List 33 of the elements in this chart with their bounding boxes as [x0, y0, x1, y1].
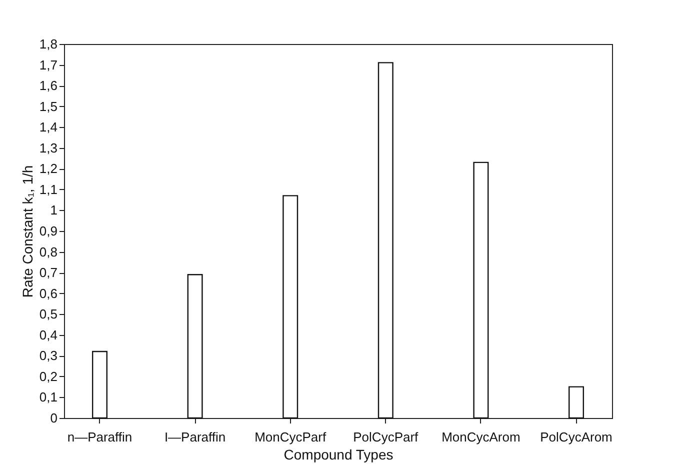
y-tick-label: 1,1 — [39, 182, 58, 197]
y-tick-label: 0,8 — [39, 244, 58, 260]
bar — [473, 162, 489, 419]
y-tick-label: 0 — [50, 410, 58, 426]
y-tick-label: 0,9 — [39, 224, 58, 238]
x-tick-label: n—Paraffin — [67, 430, 132, 444]
y-tick-label: 0,1 — [39, 390, 58, 405]
y-tick-label: 0,2 — [39, 368, 58, 384]
x-tick-label: PolCycParf — [353, 430, 419, 444]
y-tick-label: 0,7 — [39, 265, 58, 280]
bar — [282, 195, 298, 419]
y-tick-label: 0,6 — [39, 286, 58, 301]
y-tick-label: 0,4 — [39, 327, 58, 342]
x-tick-label: MonCycParf — [254, 430, 326, 444]
bar — [378, 62, 394, 419]
y-tick-label: 1,2 — [39, 161, 58, 176]
y-tick-label: 1,3 — [39, 140, 58, 156]
bar — [92, 350, 108, 419]
y-axis-title: Rate Constant k₁, 1/h — [19, 165, 36, 298]
x-tick-label: I—Paraffin — [164, 430, 226, 444]
bar — [568, 386, 584, 419]
y-tick-label: 1,8 — [39, 36, 58, 52]
x-axis-title: Compound Types — [284, 446, 394, 462]
y-tick-label: 1 — [50, 202, 58, 218]
bar — [187, 274, 203, 419]
y-tick-label: 1,4 — [39, 120, 58, 135]
x-tick-label: PolCycArom — [540, 430, 612, 444]
y-tick-label: 1,7 — [39, 57, 58, 72]
y-tick-label: 0,5 — [39, 306, 58, 322]
y-tick-label: 0,3 — [39, 348, 58, 364]
x-tick-label: MonCycArom — [442, 430, 520, 444]
y-tick-label: 1,5 — [39, 98, 58, 114]
y-tick-label: 1,6 — [39, 78, 58, 94]
